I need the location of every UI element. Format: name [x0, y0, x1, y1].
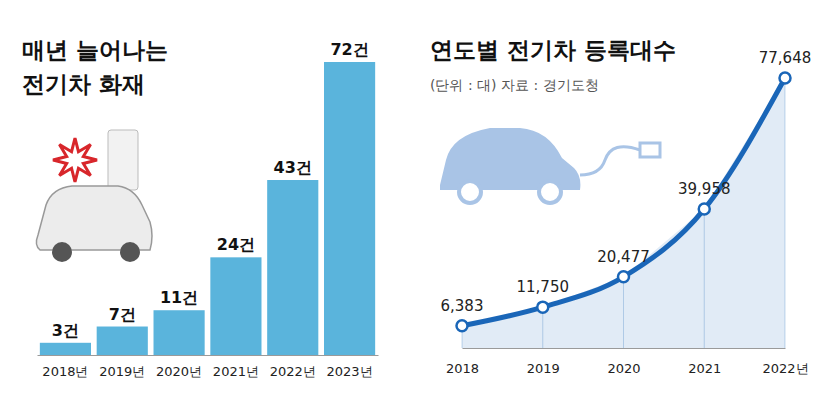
tick: 2022년 [270, 355, 316, 379]
tick: 2020 [607, 348, 640, 376]
wheel-icon [459, 181, 481, 203]
drop-line [623, 277, 624, 348]
charger-icon [108, 130, 138, 190]
bar [210, 257, 261, 355]
chart-title: 연도별 전기차 등록대수 [430, 37, 676, 63]
plug-icon [580, 143, 660, 175]
illustration [36, 130, 152, 262]
data-labels: 6,383 11,750 20,477 39,958 77,648 [441, 49, 812, 315]
data-label: 77,648 [759, 49, 812, 67]
tick: 2022년 [762, 348, 808, 376]
tick-label: 2022년 [762, 361, 808, 376]
bars [40, 62, 375, 355]
line-chart: 연도별 전기차 등록대수 (단위 : 대) 자료 : 경기도청 6,383 11,75… [430, 37, 811, 376]
tick-label: 2019 [527, 361, 560, 376]
chart-title: 전기차 화재 [22, 71, 145, 97]
bar [97, 327, 148, 355]
marker [618, 271, 629, 282]
fire-icon [53, 138, 97, 182]
data-label: 7건 [109, 305, 136, 324]
tick: 2019 [527, 348, 560, 376]
chart-root: 매년 늘어나는전기차 화재3건7건11건24건43건72건2018년2019년2… [0, 0, 813, 399]
car-icon [440, 128, 580, 190]
axis-line [463, 348, 786, 349]
x-axis: 2018년 2019년 2020년 2021년 2022년 2023년 [38, 355, 379, 379]
area [462, 78, 785, 348]
data-label: 43건 [274, 158, 312, 177]
data-label: 24건 [217, 235, 255, 254]
tick: 2018 [446, 348, 479, 376]
tick: 2019년 [99, 355, 145, 379]
marker [699, 204, 710, 215]
data-label: 72건 [330, 40, 368, 59]
tick-label: 2021 [688, 361, 721, 376]
bar [324, 62, 375, 355]
drop-line [704, 209, 705, 348]
marker [457, 320, 468, 331]
tick-label: 2022년 [270, 364, 316, 379]
tick-label: 2020 [607, 361, 640, 376]
tick-label: 2018년 [42, 364, 88, 379]
chart-title: 매년 늘어나는 [22, 37, 168, 63]
wheel-icon [120, 242, 140, 262]
tick: 2021 [688, 348, 721, 376]
data-labels: 3건 7건 11건 24건 43건 72건 [52, 40, 369, 340]
chart-subtitle: (단위 : 대) 자료 : 경기도청 [430, 77, 599, 93]
data-label: 6,383 [441, 297, 484, 315]
data-label: 20,477 [597, 248, 650, 266]
tick-label: 2023년 [327, 364, 373, 379]
marker [780, 73, 791, 84]
bar [267, 180, 318, 355]
data-label: 11건 [160, 288, 198, 307]
tick-label: 2019년 [99, 364, 145, 379]
bar [40, 343, 91, 355]
canvas: 매년 늘어나는전기차 화재3건7건11건24건43건72건2018년2019년2… [0, 0, 813, 399]
tick: 2018년 [42, 355, 88, 379]
drop-line [785, 78, 786, 348]
data-label: 39,958 [678, 180, 731, 198]
bar [154, 310, 205, 355]
illustration [440, 128, 660, 203]
x-axis: 2018 2019 2020 2021 2022년 [446, 348, 809, 376]
bar-chart: 매년 늘어나는전기차 화재3건7건11건24건43건72건2018년2019년2… [22, 37, 379, 379]
line [462, 78, 785, 326]
tick: 2021년 [213, 355, 259, 379]
car-icon [36, 186, 152, 250]
wheel-icon [539, 181, 561, 203]
tick: 2023년 [327, 355, 373, 379]
tick-label: 2018 [446, 361, 479, 376]
line-marks [457, 73, 791, 349]
wheel-icon [52, 242, 72, 262]
tick: 2020년 [156, 355, 202, 379]
marker [537, 302, 548, 313]
data-label: 11,750 [517, 278, 570, 296]
tick-label: 2020년 [156, 364, 202, 379]
tick-label: 2021년 [213, 364, 259, 379]
data-label: 3건 [52, 321, 79, 340]
axis-line [38, 355, 379, 356]
